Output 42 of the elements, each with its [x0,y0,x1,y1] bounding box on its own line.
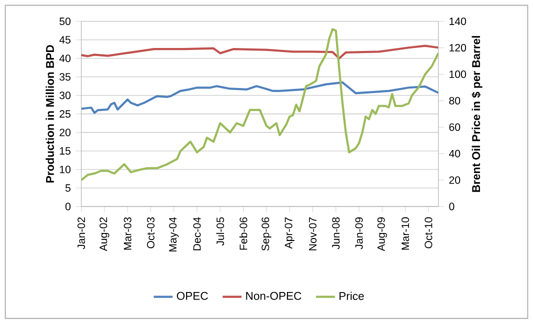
y-tick-label: 50 [60,18,71,26]
legend-label: Non-OPEC [246,292,302,300]
y2-tick-label: 20 [449,176,460,184]
y2-tick-label: 40 [448,150,460,158]
x-tick-label: Apr-07 [284,218,294,249]
y2-tick-label: 120 [450,44,466,52]
x-tick-label: Aug-02 [100,218,110,252]
y-tick-label: 15 [60,147,70,155]
y2-tick-label: 80 [449,97,460,105]
y2-tick-label: 100 [450,70,466,78]
y-tick-label: 30 [60,92,71,100]
x-tick-label: Sep-06 [262,217,272,251]
y-tick-label: 20 [60,128,71,136]
x-tick-label: Feb-06 [239,217,248,250]
line-series [81,81,438,114]
y2-tick-label: 140 [450,18,466,26]
legend-label: OPEC [176,292,208,300]
y2-axis-title: Brent Oil Price in $ per Barrel [472,36,482,192]
y-axis-title: Production in Million BPD [46,45,54,183]
legend-label: Price [340,292,364,300]
y-tick-label: 45 [59,36,70,44]
x-tick-label: Mar-10 [402,217,410,250]
y2-tick-label: 60 [449,123,460,132]
x-tick-label: Oct-10 [424,217,432,248]
x-tick-label: May-04 [169,217,179,252]
y-tick-label: 25 [60,110,70,118]
x-tick-label: Jan-09 [355,218,363,250]
x-tick-label: Nov-07 [308,218,317,250]
x-tick-label: Dec-04 [193,217,201,250]
x-tick-label: Aug-09 [377,218,387,252]
y-tick-label: 5 [65,184,70,192]
y-tick-label: 10 [60,166,71,174]
y-tick-label: 40 [59,54,71,62]
line-series [81,44,438,60]
y-tick-label: 35 [60,73,70,81]
x-tick-label: Jan-02 [78,218,86,250]
y-tick-label: 0 [65,202,71,210]
x-tick-label: Jun-08 [332,217,340,250]
x-tick-label: Mar-03 [124,217,132,250]
x-tick-label: Oct-03 [146,217,154,248]
y2-tick-label: 0 [449,202,454,210]
x-tick-label: Jul-05 [216,217,224,246]
